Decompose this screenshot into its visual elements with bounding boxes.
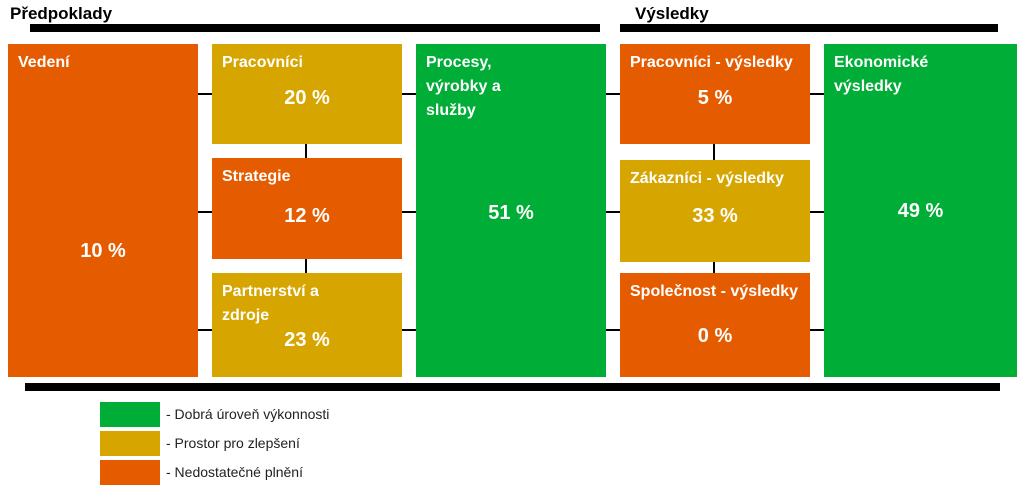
connector xyxy=(400,211,422,213)
connector xyxy=(713,258,715,280)
box-label: Pracovníci - výsledky xyxy=(630,54,793,71)
box-label: Procesy, výrobky a služby xyxy=(426,54,501,119)
box-value: 20 % xyxy=(284,87,330,109)
legend-swatch-poor xyxy=(100,460,160,485)
bottom-bar xyxy=(25,383,1000,391)
legend-label-poor: - Nedostatečné plnění xyxy=(166,464,303,480)
box-label: Společnost - výsledky xyxy=(630,283,799,300)
connector xyxy=(195,329,220,331)
box-value: 51 % xyxy=(488,202,534,224)
box-procesy: Procesy, výrobky a služby 51 % xyxy=(416,44,606,377)
connector xyxy=(604,93,626,95)
header-predpoklady: Předpoklady xyxy=(10,4,113,23)
legend-swatch-good xyxy=(100,402,160,427)
legend-swatch-improve xyxy=(100,431,160,456)
top-bar-vysledky xyxy=(620,24,998,32)
connector xyxy=(713,140,715,165)
box-strategie: Strategie 12 % xyxy=(212,158,402,259)
legend-label-improve: - Prostor pro zlepšení xyxy=(166,435,300,451)
box-ekonomicke-vysledky: Ekonomické výsledky 49 % xyxy=(824,44,1017,377)
connector xyxy=(400,329,422,331)
box-label: Vedení xyxy=(18,54,70,71)
box-label: Strategie xyxy=(222,168,291,185)
box-value: 10 % xyxy=(80,240,126,262)
box-partnerstvi: Partnerství a zdroje 23 % xyxy=(212,273,402,377)
connector xyxy=(604,211,626,213)
box-label: Zákazníci - výsledky xyxy=(630,170,784,187)
box-label: Pracovníci xyxy=(222,54,303,71)
box-pracovnici-vysledky: Pracovníci - výsledky 5 % xyxy=(620,44,810,144)
connector xyxy=(806,211,828,213)
connector xyxy=(806,93,828,95)
header-vysledky: Výsledky xyxy=(635,4,709,23)
connector xyxy=(400,93,422,95)
box-value: 33 % xyxy=(692,205,738,227)
box-pracovnici: Pracovníci 20 % xyxy=(212,44,402,144)
box-value: 23 % xyxy=(284,329,330,351)
connector xyxy=(806,329,828,331)
legend-label-good: - Dobrá úroveň výkonnosti xyxy=(166,406,330,422)
connector xyxy=(195,211,220,213)
box-vedeni: Vedení 10 % xyxy=(8,44,198,377)
box-label: Ekonomické výsledky xyxy=(834,54,929,95)
box-value: 49 % xyxy=(897,200,944,222)
connector xyxy=(195,93,220,95)
top-bar-predpoklady xyxy=(30,24,600,32)
connector xyxy=(305,255,307,280)
connector xyxy=(305,140,307,165)
box-value: 12 % xyxy=(284,205,330,227)
box-value: 0 % xyxy=(697,325,733,347)
box-label: Partnerství a zdroje xyxy=(222,283,319,324)
box-zakaznici-vysledky: Zákazníci - výsledky 33 % xyxy=(620,160,810,262)
box-spolecnost-vysledky: Společnost - výsledky 0 % xyxy=(620,273,810,377)
connector xyxy=(604,329,626,331)
box-value: 5 % xyxy=(697,87,733,109)
